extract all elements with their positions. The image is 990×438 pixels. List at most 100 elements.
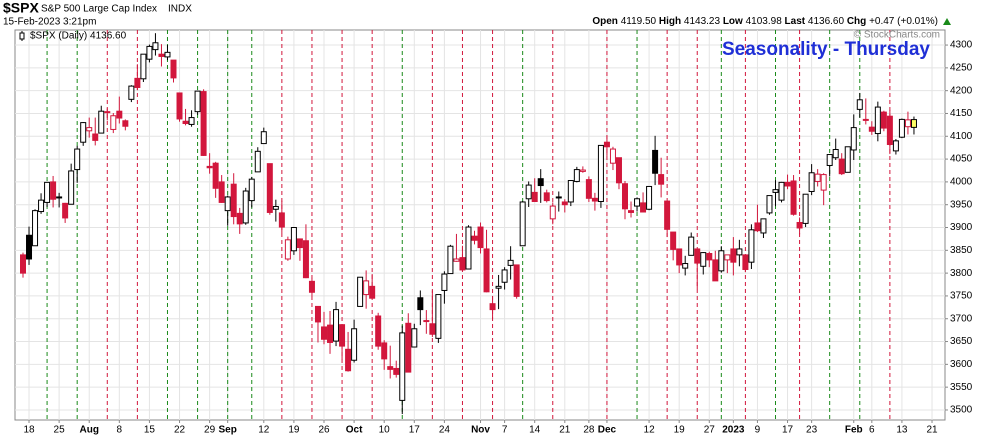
candle-body (459, 257, 466, 271)
quote-label: High (659, 16, 681, 27)
candle-body (682, 263, 689, 269)
candle-body (471, 235, 478, 241)
candle-body (850, 127, 857, 151)
candle-body (525, 184, 532, 200)
x-tick-label: Dec (598, 425, 617, 436)
quote-label: Open (592, 16, 618, 27)
candle-body (62, 202, 69, 219)
candle-body (140, 53, 147, 80)
candle-body (417, 297, 424, 311)
y-tick-label: 3800 (950, 268, 973, 279)
quote-label: Last (785, 16, 806, 27)
x-tick-label: 19 (674, 425, 686, 436)
x-tick-label: 21 (926, 425, 938, 436)
x-tick-label: 24 (439, 425, 451, 436)
candle-body (802, 193, 809, 224)
x-tick-label: 23 (806, 425, 818, 436)
candle-body (597, 144, 604, 203)
candle-body (892, 140, 899, 152)
candle-body (513, 264, 520, 297)
candle-body (248, 178, 255, 202)
candle-body (832, 149, 839, 159)
candle-body (561, 201, 568, 206)
x-tick-label: 9 (755, 425, 761, 436)
candle-body (405, 322, 412, 373)
candle-body (393, 367, 400, 375)
x-tick-label: 15 (144, 425, 156, 436)
candle-body (212, 162, 219, 189)
candle-body (465, 226, 472, 270)
candle-body (868, 126, 875, 132)
candle-body (790, 180, 797, 215)
candle-body (224, 196, 231, 212)
candle-body (26, 234, 33, 260)
candle-body (122, 120, 129, 127)
x-tick-label: Sep (219, 425, 237, 436)
candle-body (200, 91, 207, 156)
candle-body (748, 229, 755, 263)
x-tick-label: 13 (896, 425, 908, 436)
x-tick-label: 29 (204, 425, 216, 436)
candle-body (146, 45, 153, 60)
candle-body (814, 173, 821, 182)
x-tick-label: 22 (174, 425, 186, 436)
candle-body (50, 181, 57, 200)
quote-label: Low (723, 16, 743, 27)
candle-body (886, 115, 893, 145)
y-tick-label: 4250 (950, 63, 973, 74)
x-tick-label: 17 (782, 425, 794, 436)
candle-body (429, 323, 436, 335)
candle-body (706, 253, 713, 261)
x-tick-label: Nov (471, 425, 490, 436)
candle-body (206, 165, 213, 169)
candle-body (369, 285, 376, 299)
candle-body (104, 111, 111, 114)
candle-body (615, 157, 622, 184)
candle-body (724, 254, 731, 261)
candle-body (772, 189, 779, 193)
candle-body (543, 192, 550, 202)
candle-body (760, 218, 767, 234)
candle-body (399, 332, 406, 401)
candle-body (272, 206, 279, 210)
candle-body (549, 205, 556, 220)
candle-body (507, 259, 514, 266)
candle-body (284, 239, 291, 260)
candle-body (447, 245, 454, 275)
quote-value: 4143.23 (684, 16, 721, 27)
candle-body (742, 254, 749, 270)
timestamp: 15-Feb-2023 3:21pm (3, 17, 96, 28)
candle-body (477, 226, 484, 249)
candle-body (74, 148, 81, 171)
candle-body (110, 115, 117, 130)
candle-body (411, 328, 418, 348)
candle-body (856, 99, 863, 110)
candle-body (302, 240, 309, 279)
candle-body (38, 199, 45, 213)
y-tick-label: 3750 (950, 291, 973, 302)
y-tick-label: 4150 (950, 108, 973, 119)
y-tick-label: 3850 (950, 245, 973, 256)
quote-value: 4136.60 (808, 16, 845, 27)
candle-body (236, 212, 243, 225)
candle-body (910, 119, 917, 128)
candle-body (844, 146, 851, 173)
y-tick-label: 4200 (950, 85, 973, 96)
candle-body (278, 212, 285, 228)
x-tick-label: 12 (644, 425, 656, 436)
candle-body (609, 148, 616, 164)
candle-body (796, 221, 803, 229)
candle-body (585, 179, 592, 199)
candle-body (333, 309, 340, 342)
candle-body (182, 120, 189, 125)
candle-body (646, 185, 653, 210)
candle-body (862, 118, 869, 121)
candle-body (242, 190, 249, 224)
candle-body (519, 201, 526, 247)
candle-body (495, 285, 502, 289)
x-tick-label: 10 (379, 425, 391, 436)
legend-icon (19, 32, 25, 40)
candle-body (603, 141, 610, 148)
candle-body (658, 174, 665, 185)
x-tick-label: 14 (529, 425, 541, 436)
